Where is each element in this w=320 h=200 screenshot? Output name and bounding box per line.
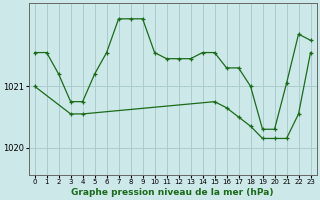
X-axis label: Graphe pression niveau de la mer (hPa): Graphe pression niveau de la mer (hPa) (71, 188, 274, 197)
